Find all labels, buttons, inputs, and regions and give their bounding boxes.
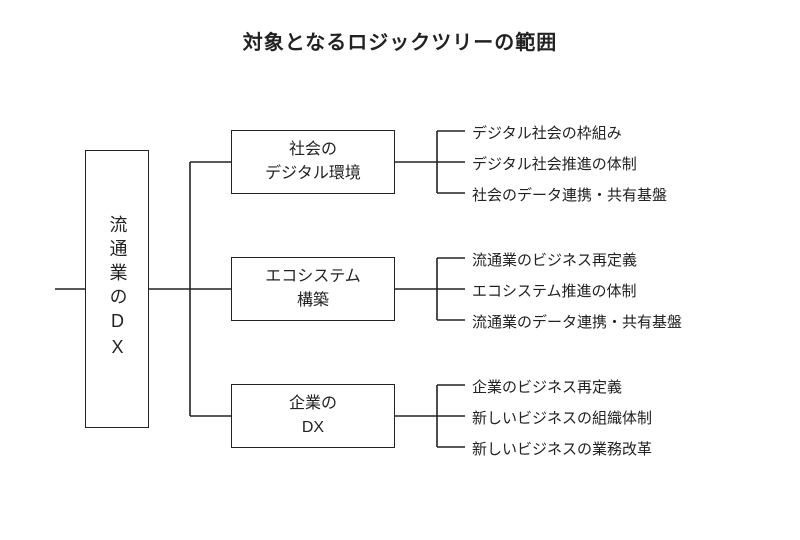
branch-node-2: 企業の DX (231, 384, 395, 448)
branch-2-label-2: DX (302, 419, 324, 436)
branch-2-label-1: 企業の (289, 395, 337, 412)
branch-node-0: 社会の デジタル環境 (231, 130, 395, 194)
branch-0-label-1: 社会の (289, 141, 337, 158)
branch-0-label-2: デジタル環境 (265, 165, 361, 182)
branch-1-label-1: エコシステム (265, 268, 361, 285)
leaf-1-2: 流通業のデータ連携・共有基盤 (472, 311, 682, 332)
leaf-0-1: デジタル社会推進の体制 (472, 153, 637, 174)
diagram-canvas: 対象となるロジックツリーの範囲 流通業のDX 社会の デジタル環境 エコシステム… (0, 0, 800, 540)
leaf-1-1: エコシステム推進の体制 (472, 280, 637, 301)
root-node: 流通業のDX (85, 150, 149, 428)
branch-1-label-2: 構築 (297, 292, 329, 309)
leaf-0-2: 社会のデータ連携・共有基盤 (472, 184, 667, 205)
leaf-2-0: 企業のビジネス再定義 (472, 376, 622, 397)
root-label-2: DX (104, 311, 131, 363)
leaf-1-0: 流通業のビジネス再定義 (472, 249, 637, 270)
branch-node-1: エコシステム 構築 (231, 257, 395, 321)
leaf-2-1: 新しいビジネスの組織体制 (472, 407, 652, 428)
leaf-0-0: デジタル社会の枠組み (472, 122, 622, 143)
leaf-2-2: 新しいビジネスの業務改革 (472, 438, 652, 459)
root-label-1: 流通業の (104, 215, 131, 311)
diagram-title: 対象となるロジックツリーの範囲 (0, 26, 800, 55)
